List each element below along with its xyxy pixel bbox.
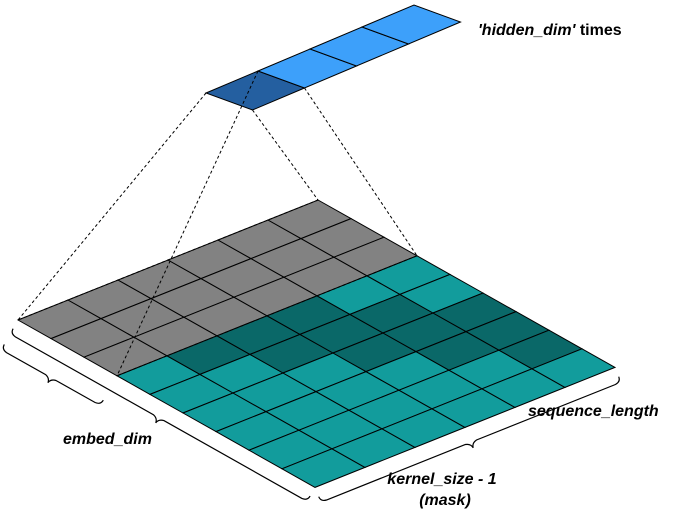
projection-line bbox=[304, 87, 418, 257]
projection-line bbox=[116, 70, 259, 377]
sequence-length-brace bbox=[318, 376, 620, 502]
output-label: 'hidden_dim' times bbox=[478, 22, 622, 39]
projection-line bbox=[116, 255, 418, 377]
projection-line bbox=[17, 199, 319, 321]
projection-line bbox=[252, 109, 319, 201]
output-cell bbox=[360, 4, 462, 45]
grid-cell bbox=[530, 348, 617, 388]
sequence-length-label: sequence_length bbox=[528, 403, 659, 420]
embed-dim-brace bbox=[11, 328, 311, 500]
kernel-size-label: kernel_size - 1 bbox=[387, 471, 497, 488]
projection-lines bbox=[17, 70, 418, 377]
output-row bbox=[204, 4, 462, 111]
embed-dim-label: embed_dim bbox=[63, 431, 152, 448]
input-grid bbox=[16, 199, 617, 488]
kernel-size-brace bbox=[2, 344, 104, 404]
dimension-braces bbox=[2, 328, 620, 502]
mask-label: (mask) bbox=[419, 492, 471, 509]
